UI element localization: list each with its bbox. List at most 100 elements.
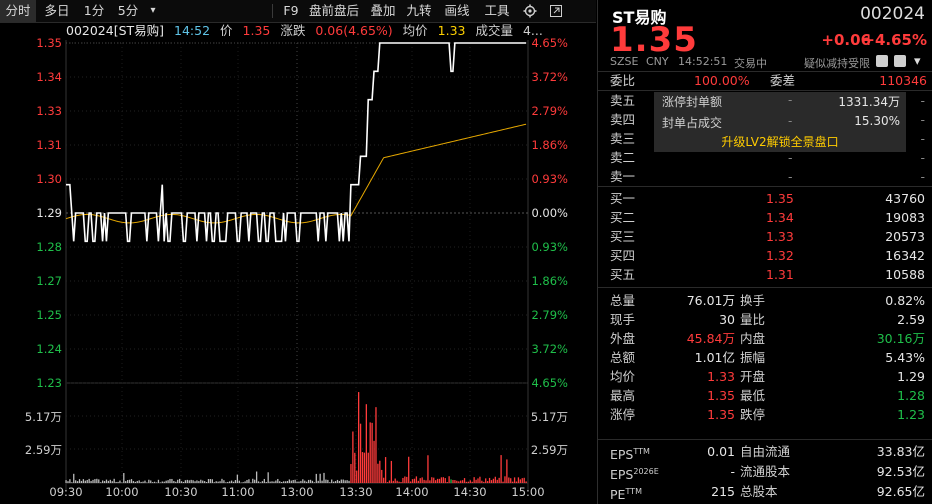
volume-bar [263, 478, 265, 483]
notice-text[interactable]: 疑似减持受限 [804, 57, 870, 70]
divider [598, 71, 932, 72]
volume-bar [323, 472, 325, 483]
period-dropdown-icon[interactable]: ▾ [150, 5, 156, 16]
stat-value: 76.01万 [686, 293, 735, 308]
volume-bar [319, 473, 321, 483]
volume-bar [450, 479, 452, 483]
volume-bar [229, 481, 231, 483]
volume-bar [115, 481, 117, 483]
volume-bar [365, 404, 367, 483]
buy-level-row[interactable]: 买四 1.32 16342 [598, 246, 932, 265]
tab-intraday[interactable]: 分时 [0, 0, 36, 22]
stock-code: 002024 [860, 4, 925, 24]
volume-bar [76, 481, 79, 483]
volume-bar [169, 478, 171, 483]
volume-bar [248, 479, 250, 483]
stat-label: 流通股本 [740, 464, 791, 479]
weicha-value: 110346 [879, 73, 927, 88]
premarket-button[interactable]: 盘前盘后 [308, 3, 359, 18]
f9-button[interactable]: F9 [283, 3, 299, 18]
draw-line-button[interactable]: 画线 [444, 3, 470, 18]
volume-bar [425, 480, 427, 483]
sell-level-row[interactable]: 卖二 - - [598, 148, 932, 167]
buy-level-row[interactable]: 买三 1.33 20573 [598, 227, 932, 246]
pin-icon[interactable]: ▾ [914, 54, 921, 69]
divider [598, 287, 932, 288]
volume-bar [452, 479, 454, 483]
stat-label-sup: TTM [625, 487, 642, 496]
eye-icon[interactable] [894, 55, 906, 67]
stat-value: 5.43% [885, 350, 925, 365]
volume-bar [123, 473, 125, 483]
volume-bar [488, 477, 491, 483]
stat-label: 总额 [610, 350, 636, 365]
tab-multiday[interactable]: 多日 [44, 3, 70, 18]
volume-bar [352, 431, 354, 483]
volume-bar [165, 480, 167, 483]
volume-bar [423, 479, 425, 483]
stat-label: 现手 [610, 312, 636, 327]
market-tag: SZSE [610, 55, 639, 68]
volume-bar [327, 479, 329, 483]
volume-bar [435, 480, 437, 483]
volume-bar [379, 460, 381, 483]
sell-level-row[interactable]: 卖一 - - [598, 167, 932, 186]
volume-bar [359, 423, 362, 483]
fundamentals-row: EPSTTM 0.01 自由流通 33.83亿 [598, 442, 932, 463]
buy-level-row[interactable]: 买二 1.34 19083 [598, 208, 932, 227]
volume-bar [288, 479, 290, 483]
volume-bar [171, 478, 173, 483]
stat-label: 换手 [740, 293, 766, 308]
popup-row1-label: 涨停封单额 [662, 95, 723, 109]
gear-icon[interactable] [520, 0, 540, 22]
volume-bar [348, 480, 350, 483]
volume-bar [275, 480, 277, 483]
volume-bar [525, 481, 527, 483]
stat-label-main: EPS [610, 447, 634, 463]
tab-5min[interactable]: 5分 [117, 3, 139, 18]
volume-bar [467, 481, 470, 483]
upgrade-link[interactable]: 升级LV2解锁全景盘口 [721, 135, 839, 149]
volume-bar [209, 479, 212, 483]
volume-bar [392, 480, 394, 483]
nine-turn-button[interactable]: 九转 [406, 3, 432, 18]
tab-1min[interactable]: 1分 [83, 3, 105, 18]
volume-bar [230, 480, 233, 483]
volume-bar [65, 480, 67, 483]
level-volume: 16342 [885, 248, 925, 263]
tools-button[interactable]: 工具 [484, 3, 510, 18]
level-price: - [788, 150, 793, 165]
stat-value: 92.65亿 [876, 484, 925, 499]
popout-icon[interactable] [546, 0, 566, 22]
volume-bar [406, 476, 408, 483]
pct-tick-label: 0.93% [531, 172, 568, 186]
intraday-chart[interactable] [0, 0, 596, 504]
level-label: 卖五 [610, 93, 636, 108]
volume-bar [498, 477, 500, 483]
volume-bar [336, 479, 339, 483]
volume-bar [190, 479, 192, 483]
stat-value: 1.29 [897, 369, 925, 384]
stat-value: 1.35 [707, 388, 735, 403]
volume-bar [198, 481, 200, 483]
info-change-label: 涨跌 [280, 23, 306, 38]
volume-bar [340, 479, 342, 483]
volume-bar [436, 478, 439, 483]
volume-bar [152, 482, 154, 483]
volume-bar [175, 481, 177, 483]
pencil-icon[interactable] [876, 55, 888, 67]
fundamentals-row: EPS2026E - 流通股本 92.53亿 [598, 462, 932, 482]
buy-level-row[interactable]: 买五 1.31 10588 [598, 265, 932, 284]
volume-bar [400, 482, 402, 483]
volume-bar [103, 481, 106, 483]
price-tick-label: 1.28 [36, 240, 62, 254]
overlay-button[interactable]: 叠加 [370, 3, 396, 18]
divider [598, 439, 932, 440]
info-volume-label: 成交量 [475, 23, 513, 38]
stat-value: 1.35 [707, 407, 735, 422]
volume-bar [456, 480, 458, 483]
volume-bar [277, 478, 279, 483]
stat-value: 30.16万 [876, 331, 925, 346]
volume-bar [411, 479, 414, 483]
buy-level-row[interactable]: 买一 1.35 43760 [598, 189, 932, 208]
